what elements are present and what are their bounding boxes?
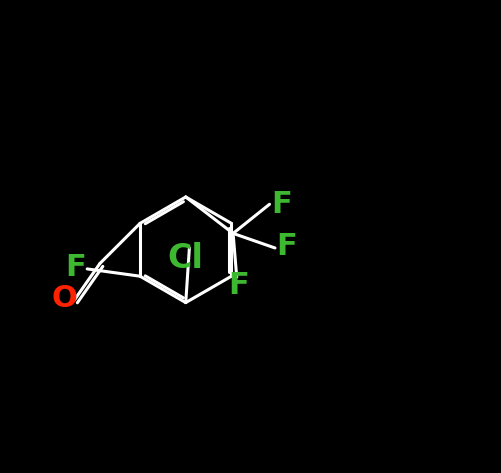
Text: O: O: [51, 283, 77, 313]
Text: Cl: Cl: [168, 242, 204, 275]
Text: F: F: [65, 253, 86, 281]
Text: F: F: [276, 232, 297, 261]
Text: F: F: [228, 271, 249, 299]
Text: F: F: [271, 190, 292, 219]
